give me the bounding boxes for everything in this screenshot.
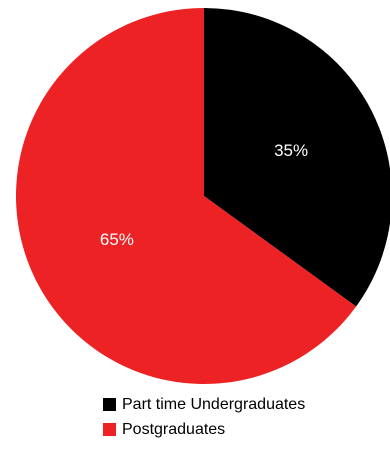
legend: Part time Undergraduates Postgraduates [103, 392, 305, 442]
legend-label: Postgraduates [122, 420, 226, 438]
pie-slice-part-time-undergraduates [204, 8, 390, 307]
slice-label: 65% [100, 230, 134, 249]
pie-slice-postgraduates [15, 8, 357, 384]
legend-item-part-time-undergraduates: Part time Undergraduates [103, 392, 305, 417]
legend-swatch [103, 423, 116, 436]
legend-item-postgraduates: Postgraduates [103, 417, 305, 442]
slice-label: 35% [274, 141, 308, 160]
legend-swatch [103, 398, 116, 411]
legend-label: Part time Undergraduates [122, 395, 306, 413]
pie-chart: 35% 65% [15, 8, 390, 384]
